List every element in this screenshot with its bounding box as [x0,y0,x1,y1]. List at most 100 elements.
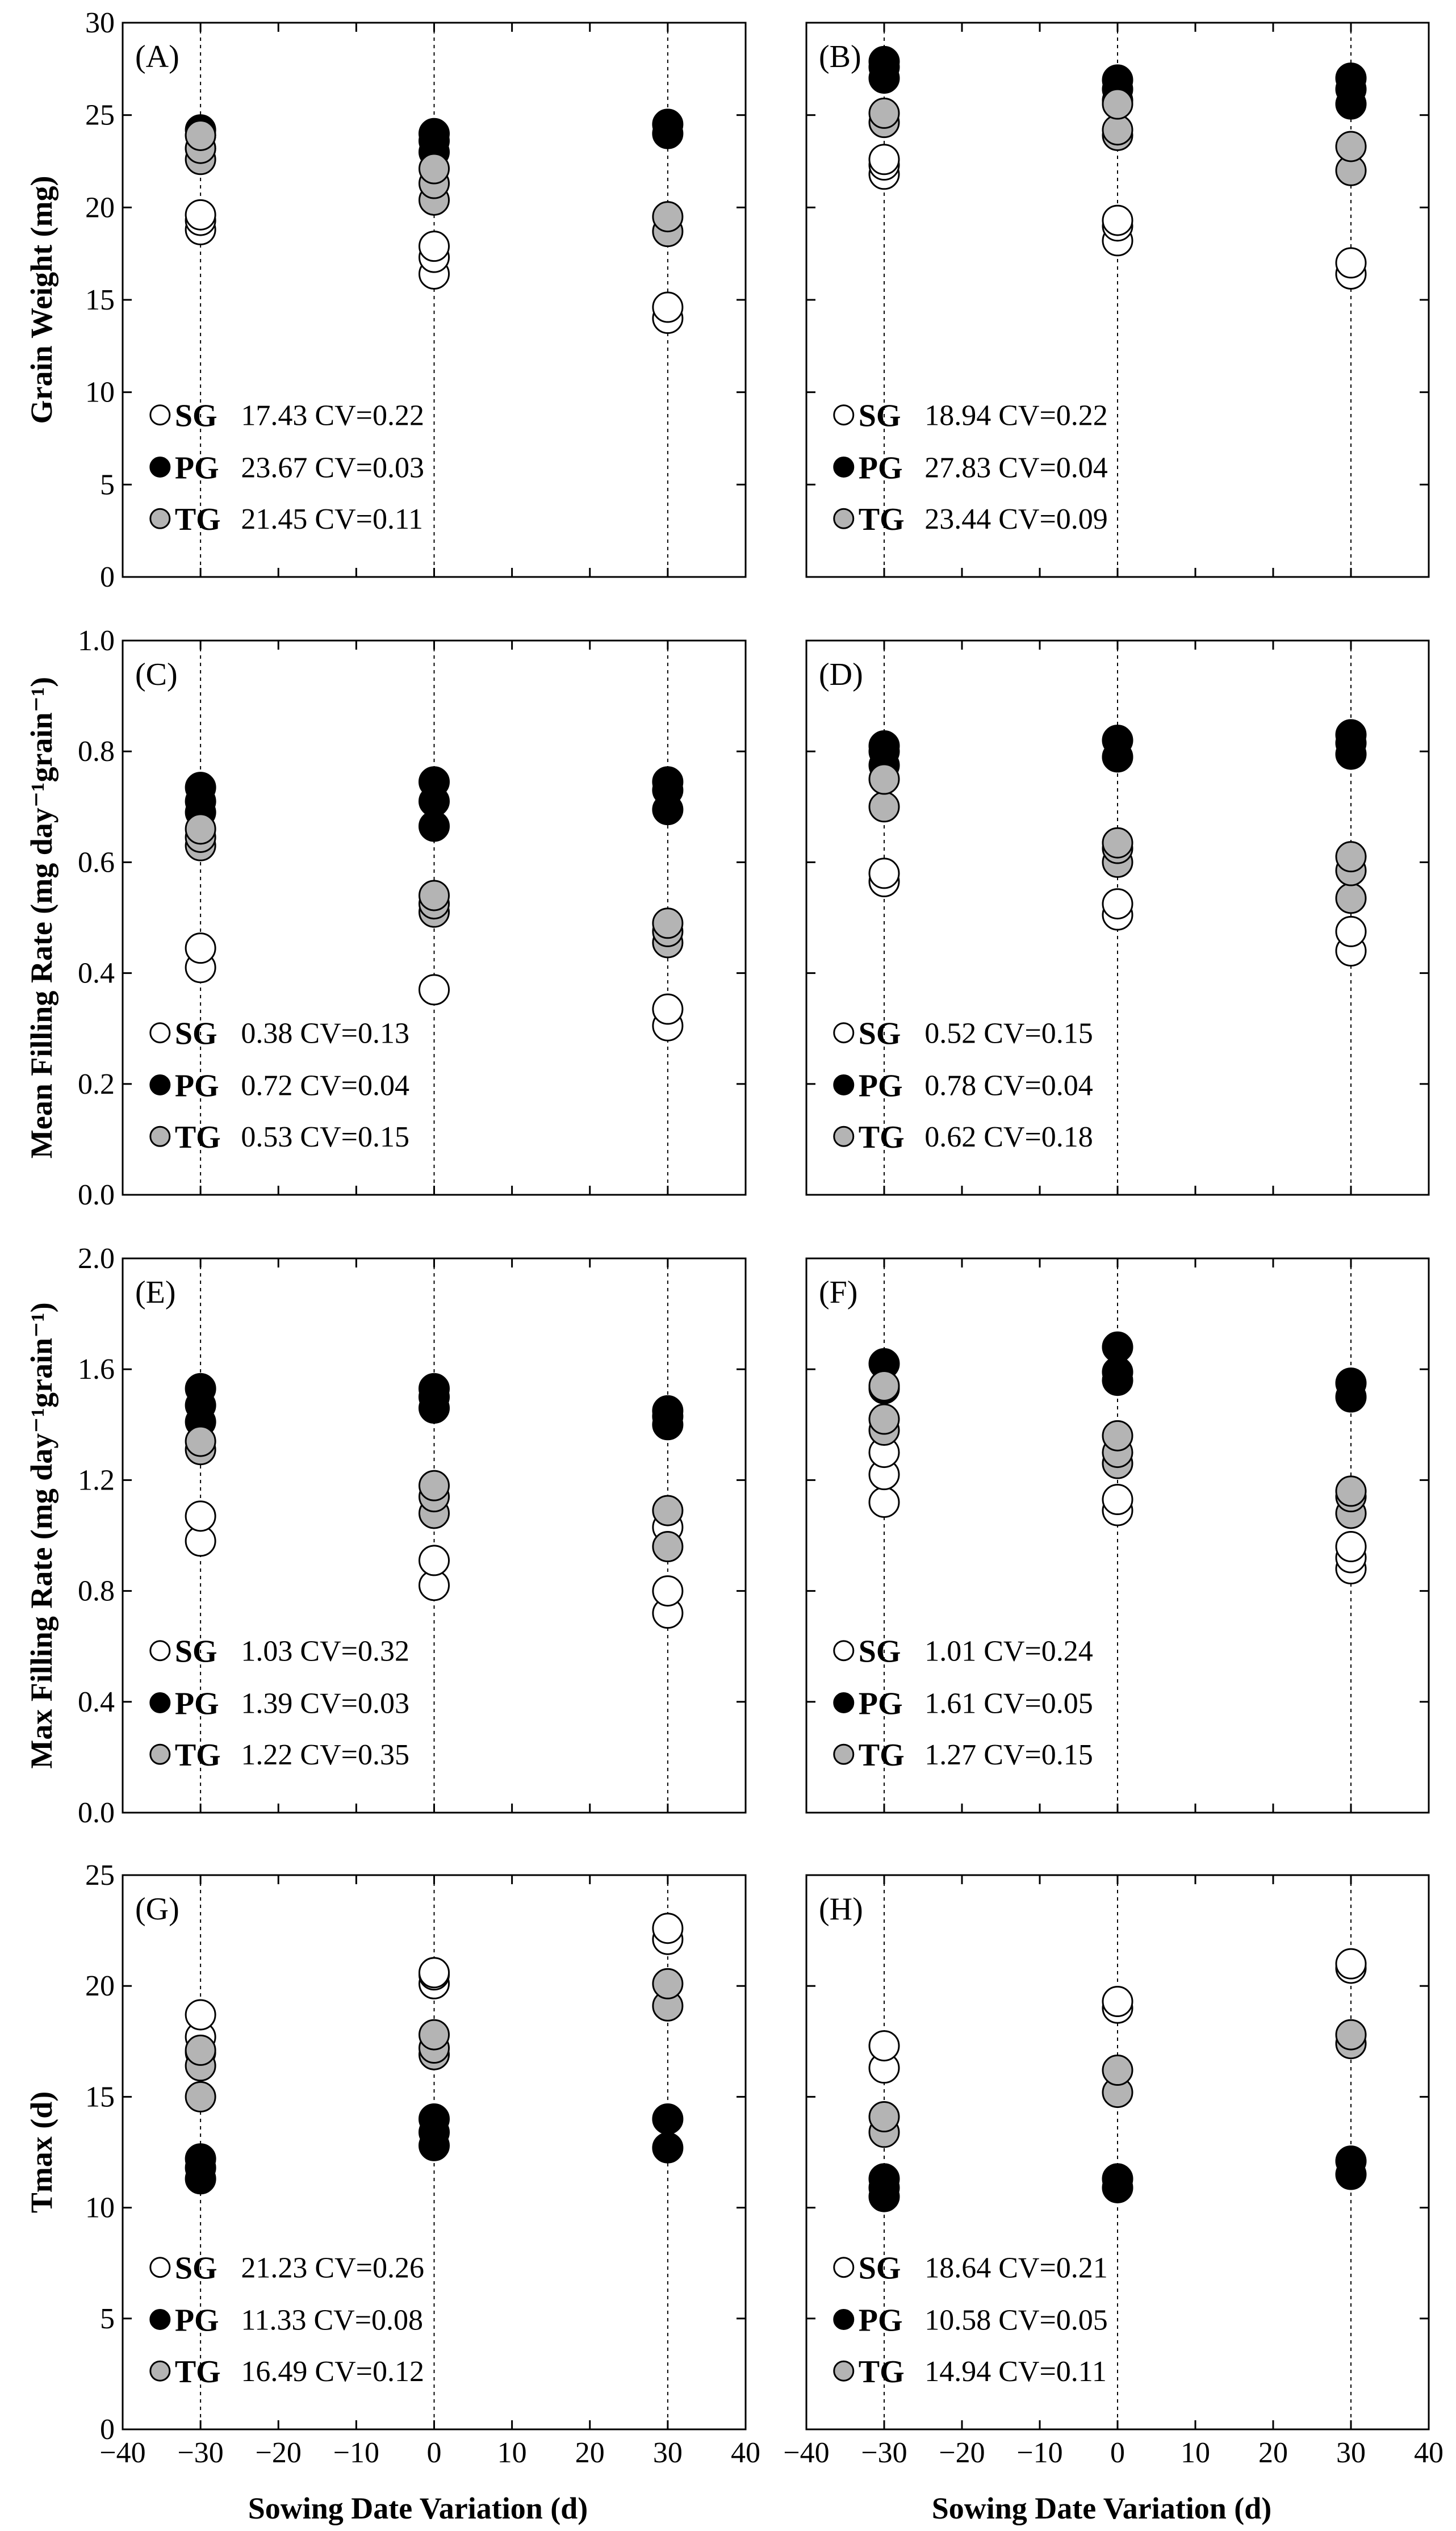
point-tg [868,1370,900,1402]
legend-label-pg: PG [859,2303,903,2338]
y-tick-label: 5 [100,468,115,501]
point-tg [1102,827,1133,859]
point-tg [652,1531,684,1563]
point-sg [1102,888,1133,920]
x-tick-label: −10 [333,2437,379,2469]
x-tick-label: −10 [1016,2437,1062,2469]
point-tg [868,97,900,129]
x-tick-label: −40 [783,2437,829,2469]
point-tg [1102,88,1133,120]
x-tick-label: −30 [177,2437,223,2469]
legend-stat-sg: 1.01 CV=0.24 [924,1635,1093,1668]
legend-stat-tg: 16.49 CV=0.12 [241,2356,424,2388]
legend-stat-tg: 21.45 CV=0.11 [241,503,423,536]
panel-label: (E) [135,1275,176,1310]
legend-marker-pg [833,1692,855,1713]
y-tick-label: 2.0 [78,1243,115,1275]
legend-stat-tg: 1.22 CV=0.35 [241,1739,409,1771]
point-sg [1102,1986,1133,2018]
legend-marker-tg [833,1743,855,1765]
point-pg [1335,719,1367,751]
panel-label: (A) [135,39,179,74]
point-tg [652,201,684,233]
point-pg [185,1373,216,1404]
point-pg [652,1395,684,1426]
point-tg [1335,882,1367,914]
panel-label: (B) [819,39,861,74]
x-tick-label: 0 [1110,2437,1125,2469]
legend-label-pg: PG [859,450,903,486]
legend-marker-sg [833,2257,855,2278]
legend-marker-tg [833,508,855,529]
legend-stat-pg: 0.78 CV=0.04 [924,1069,1093,1102]
point-pg [1102,725,1133,756]
point-tg [185,119,216,151]
y-axis-label: Grain Weight (mg) [24,176,58,424]
y-axis-label: Max Filling Rate (mg day⁻¹grain⁻¹) [24,1302,58,1768]
legend-marker-tg [149,508,171,529]
panel-h: −40 −30 −20 −10 0 10 20 30 40 (H) SG 18.64 CV=0.21 P… [783,1874,1444,2469]
legend-label-tg: TG [859,2354,905,2390]
x-tick-label: 30 [1336,2437,1366,2469]
legend-label-sg: SG [175,1016,217,1052]
point-tg [868,2101,900,2133]
legend-stat-sg: 18.94 CV=0.22 [924,400,1108,432]
y-tick-label: 20 [85,1970,115,2002]
point-sg [1335,1531,1367,1563]
point-tg [419,880,450,911]
y-tick-label: 15 [85,2081,115,2113]
point-tg [1335,2019,1367,2051]
y-tick-label: 20 [85,191,115,224]
point-sg [868,857,900,889]
legend-marker-pg [833,456,855,478]
point-sg [1102,204,1133,236]
legend-stat-tg: 14.94 CV=0.11 [924,2356,1107,2388]
legend-label-tg: TG [175,502,221,537]
point-tg [1335,841,1367,873]
legend-label-tg: TG [175,1120,221,1155]
point-pg [652,2103,684,2135]
legend-stat-sg: 21.23 CV=0.26 [241,2252,424,2285]
y-tick-label: 0 [100,2413,115,2446]
y-tick-label: 0.0 [78,1797,115,1829]
legend-stat-tg: 1.27 CV=0.15 [924,1739,1093,1771]
y-axis-label: Tmax (d) [24,2091,58,2214]
legend-stat-pg: 11.33 CV=0.08 [241,2304,423,2336]
x-tick-label: 20 [575,2437,605,2469]
y-tick-label: 0.4 [78,1686,115,1718]
point-sg [868,1486,900,1518]
legend-label-pg: PG [859,1686,903,1721]
legend-stat-pg: 0.72 CV=0.04 [241,1069,409,1102]
panel-label: (F) [819,1275,857,1310]
panel-g: 0 5 10 15 20 25 −40 −30 −20 −10 0 10 20 30 40 (G) Tmax (… [24,1859,760,2469]
x-tick-label: −20 [256,2437,302,2469]
point-pg [868,45,900,77]
point-tg [185,2034,216,2066]
point-tg [868,791,900,823]
legend-stat-pg: 10.58 CV=0.05 [924,2304,1108,2336]
panels: 0 5 10 15 20 25 30 (A) Grain Weight (mg) SG 17.43 … [24,7,1444,2469]
point-tg [419,153,450,185]
legend-marker-sg [149,404,171,426]
point-pg [652,108,684,140]
point-sg [185,199,216,231]
point-pg [185,772,216,804]
panel-label: (H) [819,1892,863,1927]
legend-stat-tg: 0.62 CV=0.18 [924,1121,1093,1153]
point-sg [652,1575,684,1607]
point-pg [419,118,450,149]
legend-label-sg: SG [859,399,901,434]
legend-label-sg: SG [175,1634,217,1670]
point-sg [185,1999,216,2031]
point-sg [185,1500,216,1532]
legend-marker-tg [149,2360,171,2382]
point-pg [868,2163,900,2195]
panel-e: 0.0 0.4 0.8 1.2 1.6 2.0 (E) Max Filling Rate (m… [24,1243,747,1829]
legend-label-sg: SG [859,2251,901,2286]
legend-label-tg: TG [859,1738,905,1773]
y-tick-label: 30 [85,7,115,39]
legend-label-pg: PG [175,1686,219,1721]
legend-marker-pg [149,2308,171,2330]
x-tick-label: 40 [731,2437,760,2469]
point-sg [419,1545,450,1576]
